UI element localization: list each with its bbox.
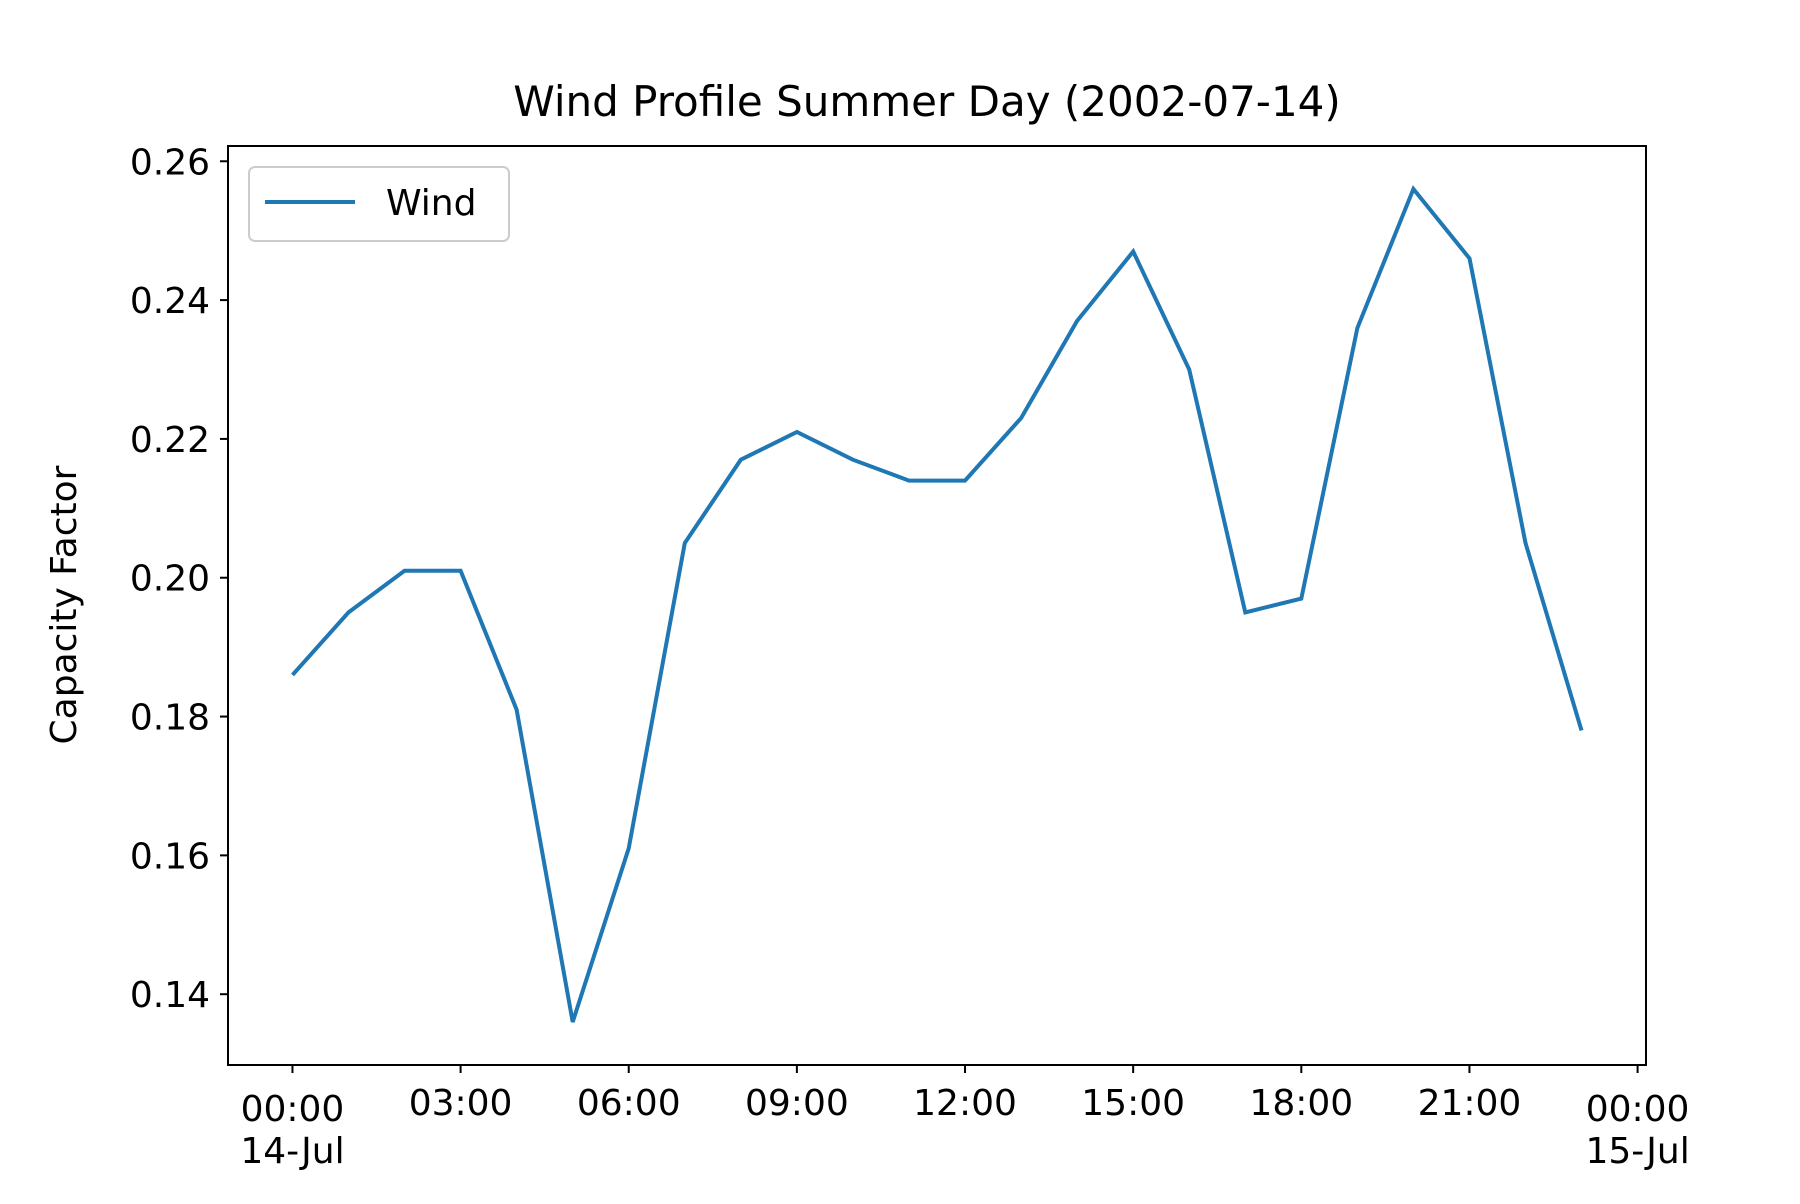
x-tick-label: 18:00 — [1249, 1083, 1353, 1124]
legend-label-wind: Wind — [386, 183, 476, 224]
x-tick-label: 21:00 — [1418, 1083, 1522, 1124]
y-axis: 0.14 0.16 0.18 0.20 0.22 0.24 0.26 — [130, 142, 228, 1016]
y-axis-label: Capacity Factor — [44, 465, 85, 744]
plot-series — [291, 185, 1584, 1023]
y-tick-label: 0.20 — [130, 559, 210, 600]
y-tick-label: 0.26 — [130, 142, 210, 183]
x-tick-label: 15:00 — [1081, 1083, 1185, 1124]
x-tick-label: 03:00 — [409, 1083, 513, 1124]
x-tick-label: 12:00 — [913, 1083, 1017, 1124]
legend-box — [248, 166, 510, 242]
y-tick-label: 0.14 — [130, 975, 210, 1016]
x-tick-label: 00:00 — [241, 1089, 345, 1130]
x-tick-label: 00:00 — [1586, 1089, 1690, 1130]
y-tick-label: 0.16 — [130, 836, 210, 877]
plot-frame — [227, 145, 1647, 1066]
x-tick-label: 06:00 — [577, 1083, 681, 1124]
series-line-wind — [291, 185, 1584, 1023]
x-tick-date-label: 14-Jul — [240, 1131, 344, 1172]
chart-title: Wind Profile Summer Day (2002-07-14) — [513, 77, 1341, 126]
x-tick-date-label: 15-Jul — [1585, 1131, 1689, 1172]
y-tick-label: 0.24 — [130, 281, 210, 322]
y-tick-label: 0.22 — [130, 420, 210, 461]
legend: Wind — [248, 166, 510, 242]
y-tick-label: 0.18 — [130, 698, 210, 739]
x-tick-label: 09:00 — [745, 1083, 849, 1124]
